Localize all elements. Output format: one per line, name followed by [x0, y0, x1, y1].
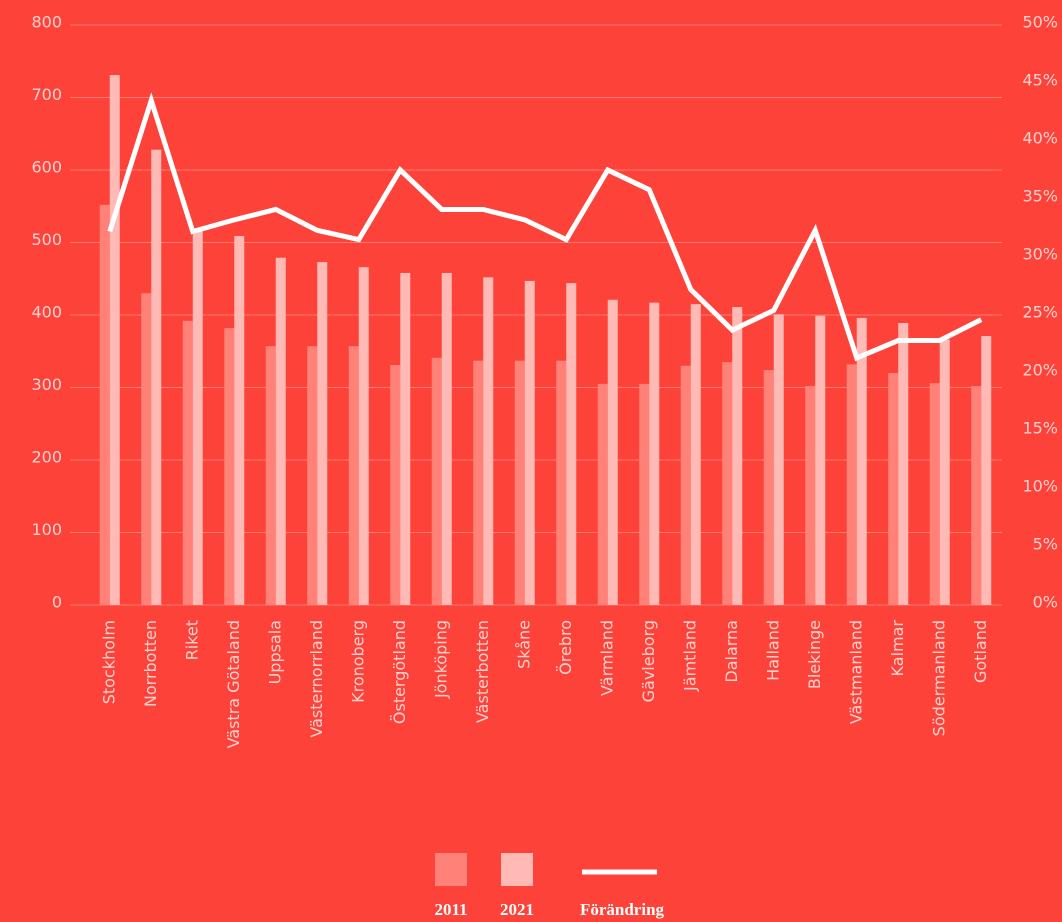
- bar: [390, 365, 401, 605]
- x-tick-label: Gotland: [971, 620, 990, 683]
- bar: [275, 257, 286, 605]
- y2-tick-label: 15%: [1022, 419, 1058, 438]
- bar: [805, 386, 816, 605]
- line: [107, 92, 983, 362]
- bar: [773, 314, 784, 605]
- y2-tick-label: 0%: [1033, 593, 1058, 612]
- bar: [690, 304, 701, 605]
- y-tick-label: 0: [52, 593, 62, 612]
- y-tick-label: 800: [31, 13, 62, 32]
- y2-tick-label: 30%: [1022, 245, 1058, 264]
- bar: [265, 346, 276, 605]
- x-tick-label: Halland: [763, 620, 782, 681]
- y2-tick-label: 45%: [1022, 71, 1058, 90]
- legend-swatch: [501, 853, 533, 886]
- bar: [639, 383, 650, 605]
- y-tick-label: 300: [31, 375, 62, 394]
- bar: [141, 293, 152, 605]
- bar: [151, 149, 162, 605]
- bar: [556, 360, 567, 605]
- y-tick-label: 500: [31, 230, 62, 249]
- y-tick-label: 100: [31, 520, 62, 539]
- bar: [888, 373, 899, 605]
- y2-tick-label: 40%: [1022, 129, 1058, 148]
- bar: [524, 280, 535, 605]
- x-tick-label: Dalarna: [722, 620, 741, 683]
- legend-label: Förändring: [580, 900, 665, 919]
- bar: [929, 383, 940, 605]
- x-tick-label: Gävleborg: [639, 620, 658, 702]
- bar: [856, 317, 867, 605]
- bar: [307, 346, 318, 605]
- x-tick-label: Västernorrland: [307, 620, 326, 738]
- bar: [597, 383, 608, 605]
- legend-swatch: [435, 853, 467, 886]
- x-tick-label: Örebro: [556, 620, 575, 675]
- x-tick-label: Jönköping: [431, 620, 450, 699]
- x-tick-label: Blekinge: [805, 620, 824, 689]
- x-tick-label: Värmland: [597, 620, 616, 696]
- bar: [566, 283, 577, 605]
- x-tick-label: Kronoberg: [348, 620, 367, 703]
- legend-label: 2011: [434, 900, 467, 919]
- y2-tick-label: 20%: [1022, 361, 1058, 380]
- bar: [483, 277, 494, 605]
- bar: [192, 230, 203, 606]
- bar: [815, 315, 826, 605]
- bar: [514, 360, 525, 605]
- bar: [99, 204, 110, 606]
- x-tick-label: Västmanland: [846, 620, 865, 724]
- bar: [348, 346, 359, 605]
- x-tick-label: Skåne: [514, 620, 533, 669]
- legend-label: 2021: [500, 900, 534, 919]
- bar: [431, 357, 442, 605]
- bar: [649, 302, 660, 605]
- bar: [732, 307, 743, 605]
- y2-tick-label: 35%: [1022, 187, 1058, 206]
- x-tick-label: Västra Götaland: [224, 620, 243, 748]
- bar: [722, 362, 733, 605]
- x-tick-label: Västerbotten: [473, 620, 492, 723]
- x-tick-label: Södermanland: [929, 620, 948, 736]
- x-tick-label: Östergötland: [390, 620, 409, 724]
- y2-tick-label: 50%: [1022, 13, 1058, 32]
- bar: [400, 272, 411, 605]
- bar: [971, 386, 982, 605]
- bar: [224, 328, 235, 605]
- y2-tick-label: 5%: [1033, 535, 1058, 554]
- bar: [939, 339, 950, 605]
- bar: [182, 320, 193, 605]
- bar: [317, 262, 328, 605]
- x-tick-label: Uppsala: [265, 620, 284, 684]
- bar: [441, 272, 452, 605]
- bar: [607, 299, 618, 605]
- bar: [358, 267, 369, 605]
- x-tick-label: Kalmar: [888, 620, 907, 677]
- y-tick-label: 700: [31, 85, 62, 104]
- bar: [898, 322, 909, 605]
- y2-tick-label: 10%: [1022, 477, 1058, 496]
- bar: [680, 365, 691, 605]
- bar: [763, 370, 774, 605]
- y-tick-label: 200: [31, 448, 62, 467]
- bar: [109, 75, 120, 605]
- y-tick-label: 400: [31, 303, 62, 322]
- bar: [473, 360, 484, 605]
- x-tick-label: Jämtland: [680, 620, 699, 692]
- y-tick-label: 600: [31, 158, 62, 177]
- x-tick-label: Riket: [182, 620, 201, 660]
- bar: [234, 235, 245, 605]
- bar: [846, 364, 857, 605]
- y2-tick-label: 25%: [1022, 303, 1058, 322]
- bar: [981, 336, 992, 605]
- x-tick-label: Norrbotten: [141, 620, 160, 707]
- x-tick-label: Stockholm: [99, 620, 118, 704]
